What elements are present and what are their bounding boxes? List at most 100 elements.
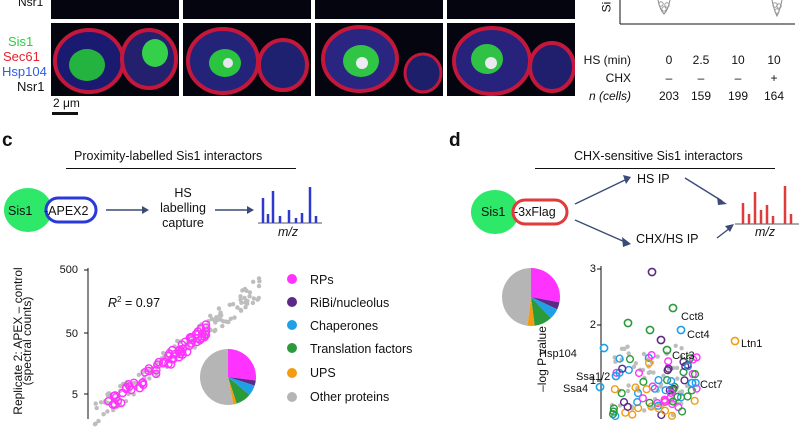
volcano-point	[658, 384, 663, 389]
volcano-point	[626, 383, 631, 388]
micrograph-merge-1	[51, 23, 179, 96]
legend-label: RiBi/nucleolus	[310, 296, 390, 310]
panel-d-mz: m/z	[755, 225, 776, 239]
scatter-point	[230, 302, 236, 307]
volcano-point	[633, 361, 638, 366]
table-cell: 199	[727, 89, 749, 103]
volcano-point-hit	[662, 376, 672, 385]
volcano-point-labeled	[623, 318, 633, 328]
scatter-point	[247, 290, 253, 295]
micrograph-merge-3	[315, 23, 443, 96]
volcano-point-hit	[663, 366, 672, 375]
r2-sup: 2	[117, 295, 122, 304]
channel-label-nsr1: Nsr1	[17, 79, 45, 94]
volcano-point-hit	[664, 357, 673, 366]
micrograph-top-3	[315, 0, 443, 19]
legend-dot-ribi	[287, 297, 297, 307]
scatter-point	[94, 405, 99, 411]
panel-d-schematic	[471, 175, 799, 247]
panel-c-tag: -APEX2	[44, 204, 89, 218]
volcano-point-hit	[645, 398, 654, 407]
table-label-n: n (cells)	[588, 89, 631, 103]
scatter-point-rp	[201, 323, 211, 332]
scatter-point	[251, 279, 256, 284]
scatter-point-rp	[151, 369, 161, 379]
table-cell: 203	[658, 89, 680, 103]
volcano-point	[631, 364, 637, 369]
protein-label-cct4: Cct4	[687, 329, 710, 341]
scatter-point	[247, 294, 252, 299]
volcano-point-hit	[667, 377, 676, 386]
legend-dot-rps	[287, 274, 297, 284]
volcano-point-hit	[638, 394, 648, 403]
volcano-point-labeled	[599, 343, 609, 353]
scatter-point	[101, 412, 106, 417]
volcano-point-labeled	[730, 336, 740, 346]
volcano-point-hit	[668, 397, 678, 406]
panel-c-step-2: labelling	[160, 201, 206, 215]
scatter-point	[242, 295, 247, 301]
volcano-point-hit	[639, 377, 648, 386]
protein-label-ssa4: Ssa4	[563, 383, 589, 395]
scatter-point	[111, 407, 116, 413]
pie-slice	[502, 268, 531, 326]
micrograph-top-2	[183, 0, 311, 19]
pie-slice	[531, 268, 560, 303]
table-cell: –	[665, 71, 673, 85]
scatter-point-rp	[170, 349, 179, 359]
volcano-point	[641, 351, 647, 357]
volcano-point-hit	[618, 364, 627, 373]
scatter-point	[232, 315, 237, 320]
pie-slice	[531, 297, 558, 319]
panel-c-bait: Sis1	[8, 204, 33, 218]
volcano-point-hit	[666, 388, 675, 398]
volcano-point	[679, 389, 685, 394]
pie-slice	[228, 377, 255, 395]
scatter-point-rp	[129, 378, 139, 388]
volcano-point-labeled	[676, 325, 686, 335]
scatter-point	[93, 401, 98, 406]
r2-annotation: R2 = 0.97	[108, 293, 160, 310]
protein-label-cct8: Cct8	[681, 311, 704, 323]
volcano-point-hit	[681, 362, 690, 371]
volcano-point-labeled	[662, 345, 672, 355]
volcano-point-hit	[644, 359, 654, 368]
volcano-point-hit	[691, 378, 700, 387]
panel-c-mz: m/z	[278, 225, 299, 239]
scatter-point	[212, 318, 217, 323]
volcano-point-hit	[680, 376, 689, 385]
scatter-point	[255, 297, 260, 302]
table-cell: +	[770, 71, 778, 85]
y-tick-label: 1	[589, 375, 596, 387]
protein-label-cct7: Cct7	[700, 379, 723, 391]
y-tick-label: 500	[59, 264, 78, 276]
scatter-point	[250, 300, 256, 306]
volcano-point-hit	[634, 368, 644, 378]
pie-slice	[228, 377, 256, 386]
scatter-point	[240, 288, 245, 293]
table-cell: 10	[767, 53, 781, 67]
scatter-point	[161, 350, 166, 356]
scatter-point-rp	[167, 354, 176, 364]
micrograph-merge-4	[447, 23, 575, 96]
legend-label: RPs	[310, 273, 334, 287]
scatter-point-rp	[110, 391, 120, 400]
scatter-point	[239, 300, 244, 305]
volcano-point-hit	[647, 351, 656, 360]
legend-dot-ups	[287, 368, 297, 378]
panel-d-title: CHX-sensitive Sis1 interactors	[574, 149, 743, 163]
scatter-point-rp	[201, 320, 211, 329]
table-cell: 164	[763, 89, 785, 103]
protein-label-hsp104: Hsp104	[539, 348, 577, 360]
scatter-point	[105, 409, 110, 414]
legend-label: Translation factors	[310, 342, 413, 356]
pie-slice	[531, 297, 560, 310]
volcano-point	[661, 373, 666, 378]
scatter-point	[235, 305, 240, 310]
scale-bar	[52, 112, 78, 115]
panel-d-title-rule	[535, 168, 775, 169]
volcano-point-hit	[673, 392, 682, 402]
table-cell: –	[697, 71, 705, 85]
volcano-point-hit	[683, 362, 693, 371]
pie-slice	[228, 377, 237, 405]
